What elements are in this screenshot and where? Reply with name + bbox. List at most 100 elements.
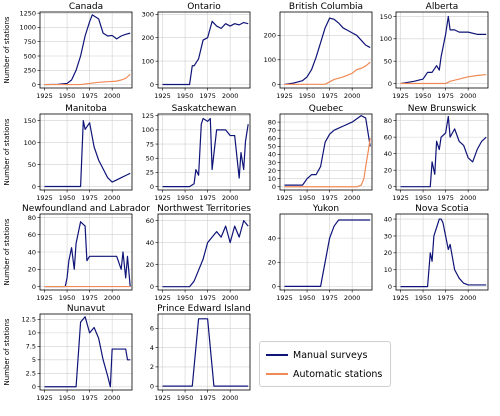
series-line-manual-surveys [400,218,487,288]
y-axis-label: Number of stations [3,318,11,385]
x-tick-label: 1950 [299,92,316,100]
y-tick-label: 7.5 [26,343,36,351]
legend-label-automatic: Automatic stations [293,368,383,380]
x-tick-label: 1925 [154,394,171,402]
series-line-manual-surveys [44,221,131,288]
y-tick-label: 0 [272,81,276,89]
y-tick-label: 20 [146,261,154,269]
y-tick-label: 20 [28,266,36,274]
y-tick-label: 10 [268,175,276,183]
y-tick-label: 40 [384,150,392,158]
series-line-manual-surveys [44,14,131,86]
panel-title: Ontario [187,2,221,12]
y-tick-label: 300 [142,11,154,19]
x-tick-label: 1950 [59,294,76,302]
x-tick-label: 1950 [415,294,432,302]
x-tick-label: 1950 [415,194,432,202]
y-tick-label: 50 [384,57,392,65]
x-tick-label: 2000 [460,194,477,202]
x-tick-label: 1975 [199,194,216,202]
panel-nova-scotia: 1925 1950 1975 2000 0 10 20 30 40 Nova Scotia [384,204,489,302]
y-tick-label: 20 [384,249,392,257]
y-tick-label: 30 [384,232,392,240]
series-line-automatic-stations [44,73,131,86]
y-tick-label: 30 [268,159,276,167]
x-tick-label: 1975 [437,294,454,302]
y-tick-label: 40 [268,234,276,242]
y-tick-label: 25 [146,169,154,177]
x-tick-label: 1975 [321,194,338,202]
series-line-automatic-stations [400,73,487,85]
x-tick-label: 1950 [177,294,194,302]
legend: Manual surveys Automatic stations [259,341,391,387]
x-tick-label: 2000 [222,294,239,302]
x-tick-label: 1950 [59,194,76,202]
y-tick-label: 6 [150,325,154,333]
y-tick-label: 20 [384,166,392,174]
panel-title: Northwest Territories [157,204,251,214]
y-tick-label: 100 [264,56,276,64]
x-tick-label: 1975 [81,394,98,402]
y-tick-label: 50 [146,155,154,163]
y-tick-label: 0 [388,283,392,291]
panel-title: Prince Edward Island [157,304,251,314]
panel-saskatchewan: 1925 1950 1975 2000 0 25 50 75 100 125 Saskatchewa… [142,104,251,202]
y-tick-label: 0 [150,81,154,89]
x-tick-label: 2000 [222,194,239,202]
y-tick-label: 2.5 [26,370,36,378]
axes-frame [157,11,251,89]
x-tick-label: 1975 [199,294,216,302]
x-tick-label: 1925 [36,294,53,302]
y-tick-label: 40 [28,248,36,256]
x-tick-label: 2000 [222,394,239,402]
y-tick-label: 75 [146,140,154,148]
x-tick-label: 1975 [81,194,98,202]
y-tick-label: 100 [142,126,154,134]
legend-label-manual: Manual surveys [293,349,368,361]
x-tick-label: 1950 [415,92,432,100]
x-tick-label: 1925 [392,294,409,302]
x-tick-label: 1925 [276,294,293,302]
y-tick-label: 100 [24,139,36,147]
y-tick-label: 0 [150,382,154,390]
x-tick-label: 2000 [460,92,477,100]
axes-frame [279,11,373,89]
panel-title: Manitoba [65,104,107,114]
y-tick-label: 20 [268,167,276,175]
y-tick-label: 125 [142,112,154,120]
y-tick-label: 2 [150,363,154,371]
axes-frame [157,213,251,291]
x-tick-label: 1925 [36,394,53,402]
series-line-manual-surveys [162,318,249,387]
axes-frame [395,11,489,89]
y-tick-label: 150 [380,13,392,21]
y-tick-label: 100 [142,57,154,65]
y-tick-label: 0 [32,81,36,89]
y-tick-label: 40 [146,239,154,247]
x-tick-label: 1950 [177,194,194,202]
series-line-manual-surveys [162,20,249,86]
y-tick-label: 200 [142,34,154,42]
panel-title: Nova Scotia [415,204,469,214]
legend-entry-manual: Manual surveys [266,348,367,362]
axes-frame [395,113,489,191]
x-tick-label: 1975 [437,194,454,202]
y-tick-label: 60 [384,133,392,141]
axes-frame [39,11,133,89]
y-tick-label: 60 [28,231,36,239]
x-tick-label: 1950 [299,194,316,202]
axes-frame [279,213,373,291]
panel-manitoba: 1925 1950 1975 2000 0 50 100 150 Manitoba Number … [3,104,133,202]
legend-swatch-automatic [266,373,288,375]
x-tick-label: 1950 [59,394,76,402]
x-tick-label: 2000 [344,92,361,100]
series-line-automatic-stations [284,61,371,85]
y-tick-label: 0 [388,80,392,88]
y-tick-label: 150 [24,117,36,125]
y-tick-label: 80 [384,117,392,125]
x-tick-label: 1925 [392,194,409,202]
panel-title: Nunavut [67,304,106,314]
